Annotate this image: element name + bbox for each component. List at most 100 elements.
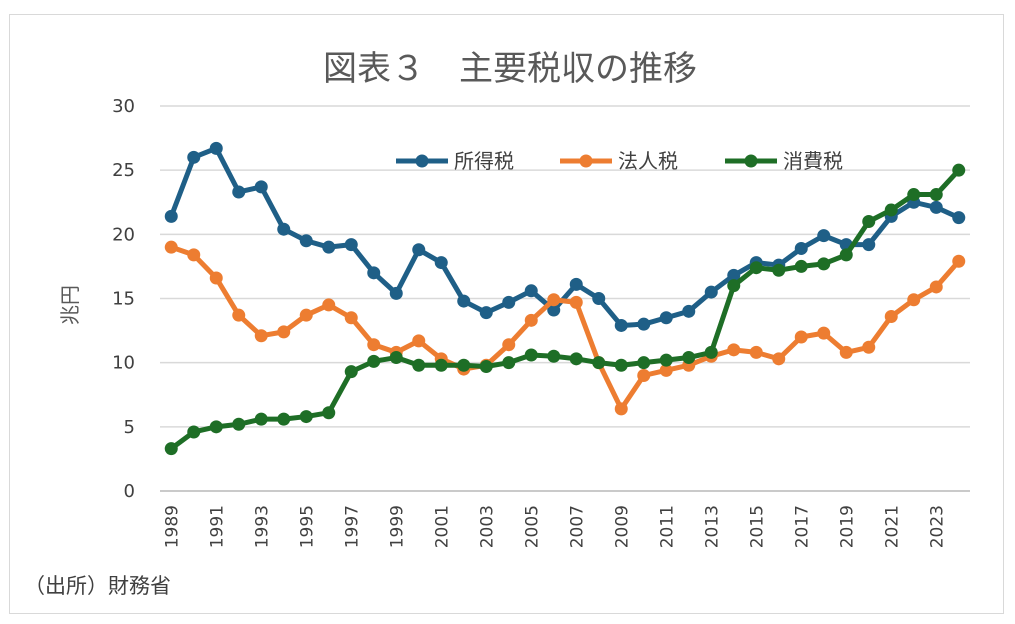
x-axis-ticks: 1989 1991 1993 1995 1997 1999 2001 2003 2005 2007… [162,505,947,548]
data-point [659,363,673,377]
data-point [389,351,403,365]
x-tick-label: 2009 [612,505,632,548]
data-point [884,309,898,323]
data-point [164,209,178,223]
y-tick-label: 30 [112,96,135,117]
data-point [907,188,921,202]
data-point [187,425,201,439]
data-point [862,215,876,228]
y-tick-label: 0 [124,481,135,502]
data-point [547,293,561,307]
data-point [772,352,786,366]
data-point [952,211,966,225]
chart-frame: 図表３ 主要税収の推移 0 5 10 15 20 25 30 1989 1991 1993 199… [9,14,1004,614]
data-point [862,340,876,354]
data-point [929,188,943,202]
chart-title: 図表３ 主要税収の推移 [323,49,697,89]
data-point [637,356,651,370]
data-point [187,248,201,262]
data-point [232,185,246,199]
data-point [434,256,448,270]
data-point [839,248,853,262]
data-point [434,358,448,372]
data-point [952,163,966,177]
y-tick-label: 10 [112,353,135,374]
data-point [794,259,808,273]
data-point [817,229,831,243]
data-point [817,326,831,340]
legend-marker [415,154,429,168]
data-point [524,284,538,298]
x-tick-label: 1997 [342,505,362,548]
y-axis-title: 兆円 [58,285,82,325]
y-tick-label: 5 [124,417,135,438]
series-2 [164,163,966,456]
series-line [169,168,961,451]
x-tick-label: 2007 [567,505,587,548]
y-tick-label: 25 [112,160,135,181]
data-point [569,352,583,366]
series-0 [164,141,966,332]
data-point [659,353,673,367]
data-point [209,420,223,434]
legend-marker [744,154,758,168]
x-tick-label: 1995 [297,505,317,548]
data-point [502,338,516,352]
data-point [322,298,336,312]
legend-item: 消費税 [725,149,843,173]
x-tick-label: 2021 [882,505,902,548]
data-point [727,279,741,293]
data-point [367,266,381,280]
legend-item: 法人税 [560,149,678,173]
data-point [952,254,966,268]
x-tick-label: 2013 [702,505,722,548]
x-tick-label: 1991 [207,505,227,548]
x-tick-label: 2023 [927,505,947,548]
data-point [322,406,336,420]
source-note: （出所）財務省 [24,574,171,598]
data-point [299,410,313,424]
data-point [929,280,943,294]
x-tick-label: 2019 [837,505,857,548]
data-point [367,354,381,368]
legend-label: 所得税 [454,149,514,173]
data-point [299,234,313,248]
data-point [322,240,336,254]
data-point [277,222,291,236]
data-point [704,345,718,359]
data-point [344,311,358,325]
data-point [839,345,853,359]
data-point [817,257,831,271]
x-tick-label: 2001 [432,505,452,548]
data-point [637,317,651,331]
data-point [502,295,516,309]
data-point [794,330,808,344]
data-point [479,360,493,374]
data-point [772,263,786,277]
x-tick-label: 1999 [387,505,407,548]
data-point [614,318,628,332]
legend-marker [579,154,593,168]
data-point [614,402,628,416]
data-point [344,365,358,379]
legend-label: 法人税 [618,149,678,173]
data-point [907,293,921,307]
data-point [254,412,268,426]
data-point [232,417,246,431]
data-point [187,150,201,164]
x-tick-label: 1989 [162,505,182,548]
data-point [389,286,403,300]
data-point [727,343,741,357]
x-tick-label: 1993 [252,505,272,548]
data-point [862,238,876,252]
data-point [614,358,628,372]
data-point [929,200,943,214]
data-point [254,329,268,343]
data-point [749,261,763,275]
series-line [170,244,961,412]
data-point [884,203,898,217]
data-point [749,345,763,359]
data-point [299,308,313,322]
data-point [367,338,381,352]
x-tick-label: 2005 [522,505,542,548]
